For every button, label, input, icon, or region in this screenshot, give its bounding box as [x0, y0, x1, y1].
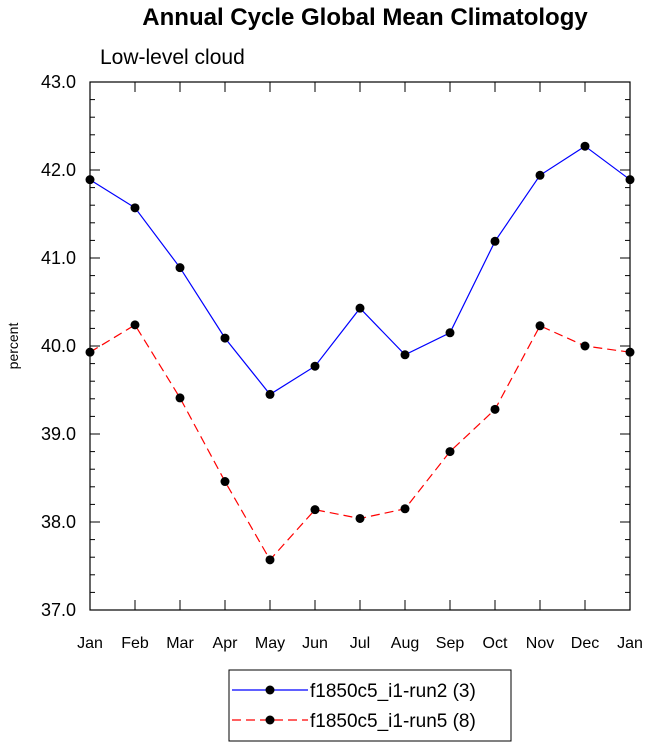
series-1-point [85, 175, 95, 185]
series-2-point [625, 347, 635, 357]
y-tick-label: 40.0 [41, 336, 76, 356]
series-1-point [310, 361, 320, 371]
series-1-point [265, 389, 275, 399]
series-2-point [400, 504, 410, 514]
x-tick-label: May [255, 635, 285, 652]
x-tick-label: Mar [166, 635, 194, 652]
legend: f1850c5_i1-run2 (3) f1850c5_i1-run5 (8) [228, 669, 512, 742]
series-2-point [175, 393, 185, 403]
axes: 37.0 38.0 39.0 40.0 41.0 42.0 43.0 Jan Feb Mar Apr… [41, 72, 643, 652]
y-tick-label: 43.0 [41, 72, 76, 92]
series-line-2 [89, 324, 631, 561]
series-1-point [625, 175, 635, 185]
series-2-point [310, 505, 320, 515]
x-tick-label: Apr [213, 635, 239, 652]
x-tick-label: Oct [483, 635, 508, 652]
legend-label-series-2: f1850c5_i1-run5 (8) [310, 711, 476, 732]
series-2-point [490, 404, 500, 414]
series-layer [85, 141, 635, 565]
x-tick-label: Jun [302, 635, 328, 652]
series-1-point [130, 203, 140, 213]
x-tick-label: Feb [121, 635, 149, 652]
series-2-point [130, 320, 140, 330]
series-1-point [535, 170, 545, 180]
y-tick-label: 37.0 [41, 600, 76, 620]
series-2-point [220, 477, 230, 487]
legend-label-series-1: f1850c5_i1-run2 (3) [310, 681, 476, 702]
series-2-point [445, 447, 455, 457]
x-tick-label: Jul [350, 635, 370, 652]
series-1-point [355, 303, 365, 313]
chart-title: Annual Cycle Global Mean Climatology [142, 4, 588, 31]
series-2-point [535, 321, 545, 331]
series-2-point [355, 513, 365, 523]
plot-frame [89, 81, 631, 611]
series-1-point [175, 263, 185, 273]
x-tick-label: Aug [391, 635, 419, 652]
series-2-point [265, 555, 275, 565]
y-tick-label: 39.0 [41, 424, 76, 444]
y-axis-label: percent [5, 323, 21, 370]
x-tick-label: Jan [77, 635, 103, 652]
legend-box [228, 669, 512, 742]
x-tick-label: Dec [571, 635, 599, 652]
series-1-point [490, 236, 500, 246]
series-1-point [445, 328, 455, 338]
series-line-1 [89, 145, 631, 396]
y-tick-label: 41.0 [41, 248, 76, 268]
x-tick-label: Sep [436, 635, 465, 652]
series-1-point [580, 141, 590, 151]
series-1-point [400, 350, 410, 360]
legend-marker-series-2 [265, 715, 275, 725]
series-2-point [580, 341, 590, 351]
y-tick-label: 42.0 [41, 160, 76, 180]
x-tick-label: Nov [526, 635, 554, 652]
series-1-point [220, 333, 230, 343]
chart-subtitle: Low-level cloud [100, 46, 245, 69]
y-tick-label: 38.0 [41, 512, 76, 532]
legend-marker-series-1 [265, 685, 275, 695]
series-2-point [85, 347, 95, 357]
x-tick-label: Jan [617, 635, 643, 652]
